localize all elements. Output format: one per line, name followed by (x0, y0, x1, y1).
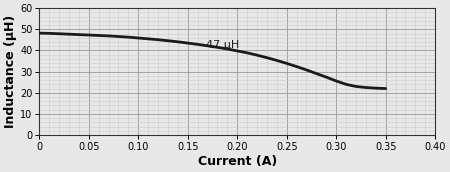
Y-axis label: Inductance (μH): Inductance (μH) (4, 15, 17, 128)
Text: 47 μH: 47 μH (206, 40, 239, 50)
X-axis label: Current (A): Current (A) (198, 155, 277, 168)
